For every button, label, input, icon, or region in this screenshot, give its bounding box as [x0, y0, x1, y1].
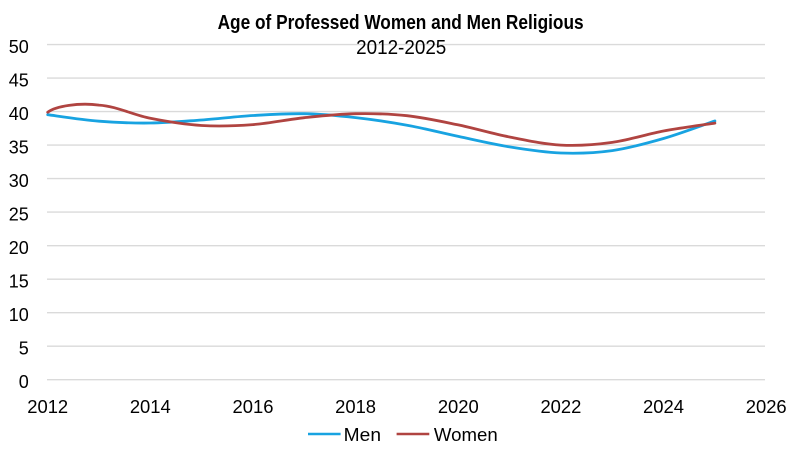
svg-text:2014: 2014	[130, 396, 171, 417]
svg-text:2026: 2026	[746, 396, 787, 417]
svg-text:2024: 2024	[643, 396, 684, 417]
svg-text:40: 40	[9, 104, 29, 124]
svg-text:20: 20	[9, 238, 29, 258]
svg-text:30: 30	[9, 171, 29, 191]
svg-text:45: 45	[9, 70, 29, 90]
svg-text:2016: 2016	[233, 396, 274, 417]
svg-text:0: 0	[19, 372, 29, 392]
svg-text:15: 15	[9, 271, 29, 291]
svg-text:25: 25	[9, 204, 29, 224]
svg-text:Men: Men	[344, 425, 381, 445]
svg-text:50: 50	[9, 37, 29, 57]
svg-text:Women: Women	[434, 425, 498, 445]
svg-text:10: 10	[9, 305, 29, 325]
svg-text:Age of Professed Women and Men: Age of Professed Women and Men Religious	[218, 12, 584, 34]
svg-text:2020: 2020	[438, 396, 479, 417]
svg-text:35: 35	[9, 137, 29, 157]
svg-text:2018: 2018	[335, 396, 376, 417]
svg-text:2022: 2022	[540, 396, 581, 417]
svg-text:2012: 2012	[27, 396, 68, 417]
svg-text:5: 5	[19, 338, 29, 358]
svg-text:2012-2025: 2012-2025	[356, 36, 446, 59]
